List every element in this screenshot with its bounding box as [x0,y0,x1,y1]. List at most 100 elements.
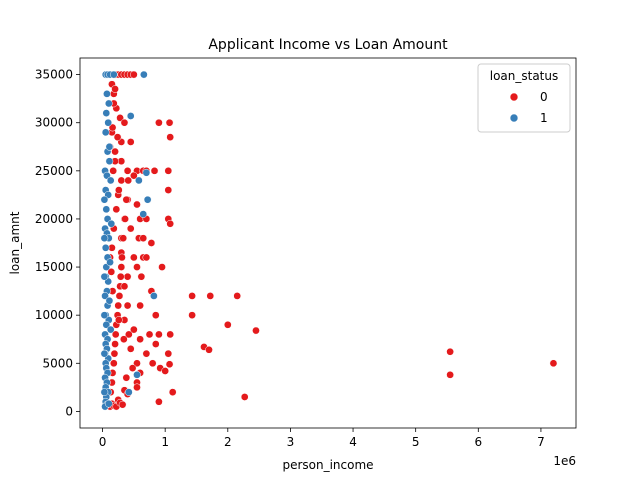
point-status-0 [223,320,232,329]
point-status-0 [116,114,124,122]
point-status-0 [123,301,132,310]
point-status-1 [135,176,143,185]
chart-title: Applicant Income vs Loan Amount [208,37,448,53]
point-status-0 [130,171,138,180]
x-tick-label: 3 [287,435,295,449]
point-status-1 [101,128,110,137]
point-status-0 [125,330,133,339]
plot-frame [79,57,577,429]
point-status-1 [100,349,109,358]
point-status-0 [161,367,170,375]
point-status-0 [126,138,135,146]
y-tick-label: 5000 [42,356,73,370]
point-status-1 [106,325,115,334]
point-status-1 [100,311,109,320]
point-status-0 [151,311,160,320]
point-status-0 [118,400,127,409]
point-status-0 [114,186,123,194]
x-axis-offset-text: 1e6 [553,454,576,468]
point-status-0 [446,370,454,379]
point-status-1 [142,168,151,177]
point-status-1 [105,142,114,151]
point-status-0 [122,373,131,382]
point-status-0 [188,292,196,300]
point-status-1 [104,118,113,127]
legend-marker-1 [509,113,519,123]
y-tick-label: 35000 [35,68,73,82]
y-tick-label: 0 [65,404,73,418]
point-status-1 [140,70,148,79]
point-status-1 [126,112,135,120]
point-status-0 [113,133,122,141]
point-status-1 [100,272,109,281]
point-status-0 [123,272,132,281]
point-status-1 [101,292,109,300]
point-status-0 [133,263,141,271]
legend: loan_status 0 1 [477,63,571,133]
point-status-0 [109,359,118,368]
point-status-0 [116,272,125,281]
y-tick-label: 25000 [35,164,73,178]
x-tick-label: 6 [474,435,482,449]
legend-label-1: 1 [540,111,548,125]
x-axis-ticks: 0 1 2 3 4 5 6 7 [99,428,545,449]
point-status-0 [155,330,163,339]
point-status-0 [126,345,135,353]
point-status-0 [118,253,126,262]
point-status-0 [110,349,119,358]
point-status-1 [103,90,111,98]
point-status-1 [100,388,109,396]
point-status-0 [205,345,213,354]
point-status-0 [128,364,137,372]
x-tick-label: 1 [161,435,169,449]
point-status-1 [101,243,110,252]
y-tick-label: 30000 [35,116,73,130]
y-tick-label: 10000 [35,308,73,322]
point-status-0 [117,263,126,271]
point-status-0 [164,166,173,175]
point-status-1 [133,370,141,379]
point-status-0 [121,215,129,223]
point-status-0 [240,393,249,401]
point-status-0 [164,186,173,194]
point-status-1 [125,388,133,396]
point-status-1 [150,292,158,300]
point-status-0 [206,292,215,300]
point-status-1 [105,296,114,305]
point-status-0 [147,239,156,247]
point-status-0 [446,347,454,356]
point-status-0 [136,335,144,344]
point-status-0 [168,388,177,396]
point-status-0 [114,301,123,310]
legend-title: loan_status [490,69,559,83]
point-status-1 [143,195,152,204]
point-status-0 [158,263,166,271]
point-status-0 [130,325,138,334]
point-status-1 [107,219,116,228]
point-status-1 [104,399,113,408]
point-status-0 [111,147,119,156]
point-status-0 [114,316,123,324]
point-status-0 [142,349,151,358]
legend-label-0: 0 [540,90,548,104]
point-status-0 [130,253,138,262]
point-status-0 [155,118,163,127]
point-status-0 [123,166,132,175]
point-status-0 [150,166,159,175]
point-status-0 [252,326,260,335]
point-status-0 [112,205,121,214]
point-status-1 [100,234,109,243]
point-status-0 [115,292,124,300]
point-status-1 [102,205,111,214]
point-status-1 [105,157,114,166]
point-status-0 [164,349,173,358]
point-status-1 [139,210,148,218]
point-status-1 [109,70,118,79]
point-status-0 [117,176,126,185]
point-status-0 [111,340,119,348]
x-tick-label: 0 [99,435,107,449]
point-status-1 [102,109,111,117]
point-status-0 [109,166,118,175]
point-status-0 [133,200,141,209]
